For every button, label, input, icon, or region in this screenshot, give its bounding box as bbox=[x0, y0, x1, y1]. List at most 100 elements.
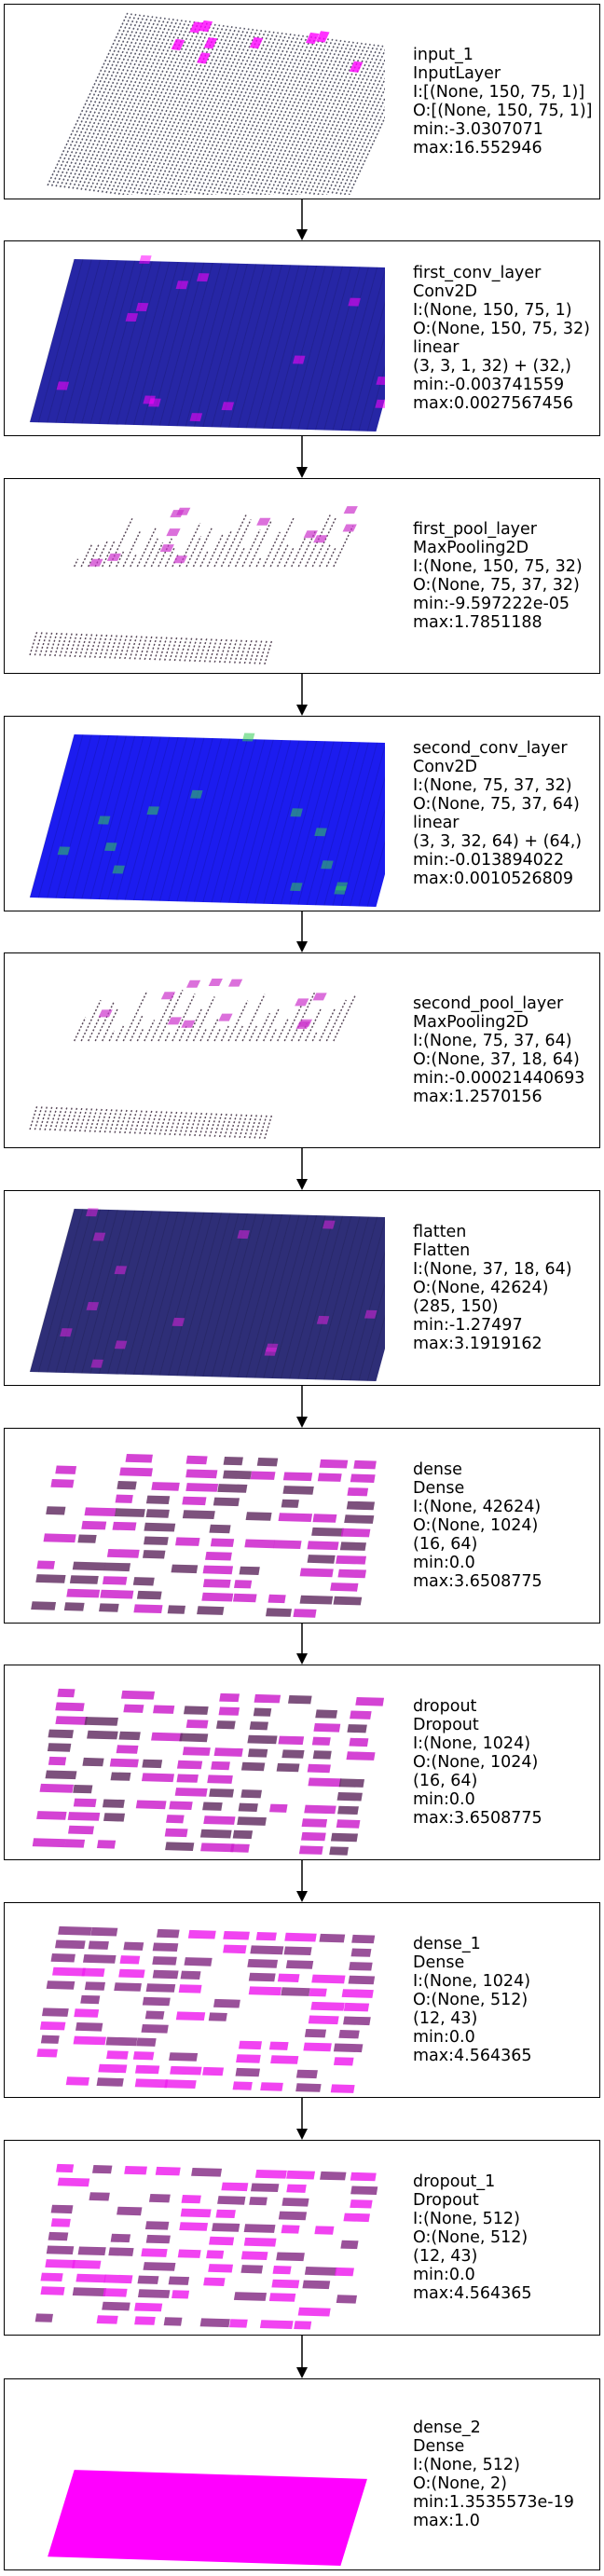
activation-block bbox=[72, 1561, 106, 1571]
activation-block bbox=[343, 2016, 371, 2026]
activation-block bbox=[299, 1595, 334, 1605]
layer-name: first_pool_layer bbox=[413, 520, 537, 539]
activation-block bbox=[50, 1953, 76, 1963]
activation-block bbox=[197, 1606, 225, 1615]
activation-highlight bbox=[90, 1359, 103, 1368]
activation-block bbox=[239, 1566, 260, 1575]
activation-highlight bbox=[303, 530, 318, 539]
activation-highlight bbox=[197, 273, 210, 282]
activation-block bbox=[120, 1690, 156, 1700]
activation-block bbox=[116, 1745, 139, 1754]
activation-highlight bbox=[171, 38, 185, 51]
activation-block bbox=[114, 1982, 142, 1992]
layer-activation-visualization bbox=[31, 1454, 377, 1618]
layer-input-shape: I:(None, 75, 37, 64) bbox=[413, 1032, 572, 1050]
activation-highlight bbox=[323, 1220, 336, 1229]
activation-block bbox=[31, 1601, 57, 1610]
activation-block bbox=[58, 1925, 92, 1936]
layer-box-dropout: dropout Dropout I:(None, 1024) O:(None, 102… bbox=[4, 1665, 600, 1860]
activation-highlight bbox=[89, 558, 103, 567]
activation-block bbox=[136, 1590, 162, 1600]
activation-block bbox=[223, 1944, 247, 1954]
activation-block bbox=[314, 2226, 335, 2235]
activation-highlight bbox=[348, 297, 361, 307]
activation-highlight bbox=[92, 1232, 106, 1241]
activation-block bbox=[307, 1555, 336, 1564]
activation-block bbox=[89, 2192, 110, 2201]
activation-block bbox=[48, 1756, 67, 1766]
activation-block bbox=[151, 1482, 180, 1491]
activation-block bbox=[48, 2231, 69, 2241]
activation-block bbox=[337, 1805, 359, 1815]
activation-highlight bbox=[189, 413, 203, 422]
activation-block bbox=[117, 1481, 137, 1490]
activation-block bbox=[123, 1704, 144, 1713]
activation-block bbox=[167, 1605, 185, 1614]
tensor-plane bbox=[30, 1209, 385, 1381]
activation-block bbox=[144, 2010, 165, 2020]
layer-input-shape: I:[(None, 150, 75, 1)] bbox=[413, 83, 585, 102]
activation-block bbox=[180, 1970, 201, 1980]
activation-block bbox=[181, 2195, 201, 2204]
layer-name: dropout_1 bbox=[413, 2172, 496, 2191]
activation-block bbox=[201, 1592, 234, 1602]
layer-min-value: min:-9.597222e-05 bbox=[413, 595, 570, 613]
activation-block bbox=[238, 2040, 262, 2050]
activation-block bbox=[136, 2037, 157, 2047]
activation-block bbox=[69, 1575, 99, 1584]
activation-block bbox=[346, 1751, 376, 1761]
activation-block bbox=[76, 2022, 103, 2032]
activation-block bbox=[175, 2011, 206, 2021]
activation-highlight bbox=[292, 355, 306, 364]
layer-activation-visualization bbox=[29, 506, 358, 665]
activation-highlight bbox=[189, 21, 203, 34]
activation-highlight bbox=[295, 998, 309, 1007]
activation-block bbox=[285, 1960, 314, 1969]
activation-block bbox=[135, 1800, 167, 1810]
activation-highlight bbox=[106, 553, 121, 561]
layer-info: dropout Dropout I:(None, 1024) O:(None, 102… bbox=[413, 1697, 542, 1828]
layer-info: second_conv_layer Conv2D I:(None, 75, 37, … bbox=[413, 739, 582, 888]
activation-block bbox=[330, 2084, 355, 2093]
activation-block bbox=[232, 2081, 253, 2090]
activation-block bbox=[247, 1734, 278, 1745]
layer-box-first_pool_layer: first_pool_layer MaxPooling2D I:(None, 150… bbox=[4, 478, 600, 674]
activation-block bbox=[249, 2197, 268, 2206]
activation-block bbox=[55, 1939, 86, 1950]
layer-type: Dropout bbox=[413, 1716, 479, 1734]
activation-block bbox=[350, 1710, 372, 1720]
layer-input-shape: I:(None, 150, 75, 1) bbox=[413, 301, 572, 320]
activation-block bbox=[297, 2307, 331, 2317]
activation-block bbox=[221, 2182, 249, 2192]
activation-block bbox=[88, 1940, 109, 1950]
activation-block bbox=[55, 1465, 77, 1474]
activation-highlight bbox=[335, 882, 349, 891]
layer-activation-visualization bbox=[32, 1688, 385, 1856]
layer-min-value: min:0.0 bbox=[413, 1790, 475, 1809]
flow-arrow bbox=[296, 911, 308, 952]
activation-block bbox=[243, 2224, 276, 2233]
layer-name: flatten bbox=[413, 1223, 467, 1241]
activation-block bbox=[249, 1721, 268, 1731]
layer-input-shape: I:(None, 1024) bbox=[413, 1734, 531, 1753]
activation-block bbox=[207, 1774, 233, 1784]
activation-block bbox=[219, 1692, 240, 1703]
layer-max-value: max:16.552946 bbox=[413, 139, 542, 158]
activation-block bbox=[350, 2185, 378, 2195]
activation-block bbox=[336, 1819, 361, 1829]
activation-block bbox=[185, 1720, 209, 1729]
activation-block bbox=[348, 1975, 376, 1985]
activation-block bbox=[182, 1496, 207, 1506]
activation-block bbox=[355, 1697, 385, 1706]
activation-block bbox=[106, 2050, 129, 2060]
layer-type: Flatten bbox=[413, 1241, 471, 1260]
activation-block bbox=[218, 1706, 240, 1716]
activation-block bbox=[134, 2302, 163, 2312]
activation-block bbox=[223, 1931, 250, 1940]
activation-block bbox=[270, 2055, 299, 2064]
activation-block bbox=[293, 1609, 317, 1618]
layer-max-value: max:1.2570156 bbox=[413, 1088, 542, 1106]
layer-min-value: min:-1.27497 bbox=[413, 1316, 523, 1335]
activation-block bbox=[98, 2063, 128, 2074]
layer-name: dropout bbox=[413, 1697, 477, 1716]
